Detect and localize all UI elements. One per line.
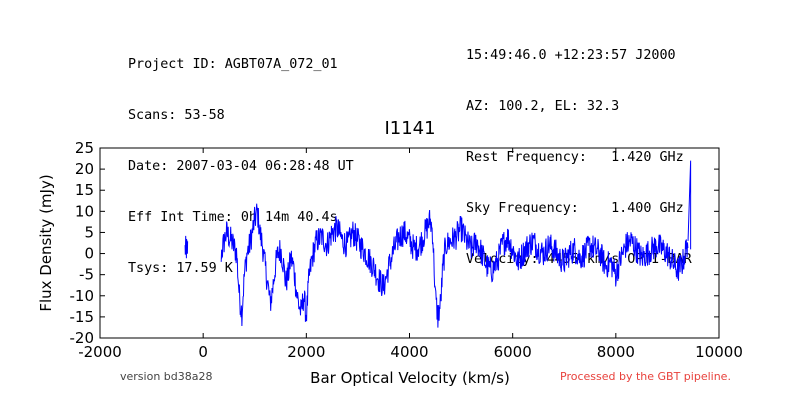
date-text: Date: 2007-03-04 06:28:48 UT [128,159,354,174]
coordinates-text: 15:49:46.0 +12:23:57 J2000 [466,48,676,63]
rest-frequency-text: Rest Frequency: 1.420 GHz [466,150,684,165]
y-axis-label: Flux Density (mJy) [37,174,55,311]
spectrum-spike [687,160,692,250]
x-tick-label: 6000 [494,343,532,361]
y-tick-label: -10 [70,287,95,305]
pipeline-credit-text: Processed by the GBT pipeline. [560,370,731,383]
x-tick-label: 10000 [695,343,743,361]
version-text: version bd38a28 [120,370,213,383]
az-el-text: AZ: 100.2, EL: 32.3 [466,99,620,114]
x-tick-label: 2000 [287,343,325,361]
spectrum-line [184,235,189,259]
spectrum-line [220,203,689,328]
y-tick-label: 5 [84,223,94,241]
x-tick-label: -2000 [78,343,122,361]
chart-title: I1141 [384,118,435,139]
integration-time-text: Eff Int Time: 0h 14m 40.4s [128,210,338,225]
y-tick-label: 15 [75,181,94,199]
y-tick-label: 20 [75,160,94,178]
y-tick-label: 0 [84,245,94,263]
y-tick-label: -15 [70,308,95,326]
y-tick-label: -5 [79,266,94,284]
tsys-text: Tsys: 17.59 K [128,261,233,276]
observation-info-left: Project ID: AGBT07A_072_01 Scans: 53-58 … [128,22,354,294]
scans-text: Scans: 53-58 [128,108,225,123]
y-tick-label: 25 [75,139,94,157]
x-axis-label: Bar Optical Velocity (km/s) [310,369,510,387]
y-tick-label: -20 [70,329,95,347]
sky-frequency-text: Sky Frequency: 1.400 GHz [466,201,684,216]
x-tick-label: 0 [198,343,208,361]
x-tick-label: 4000 [390,343,428,361]
project-id-text: Project ID: AGBT07A_072_01 [128,57,338,72]
x-tick-label: 8000 [597,343,635,361]
y-tick-label: 10 [75,202,94,220]
